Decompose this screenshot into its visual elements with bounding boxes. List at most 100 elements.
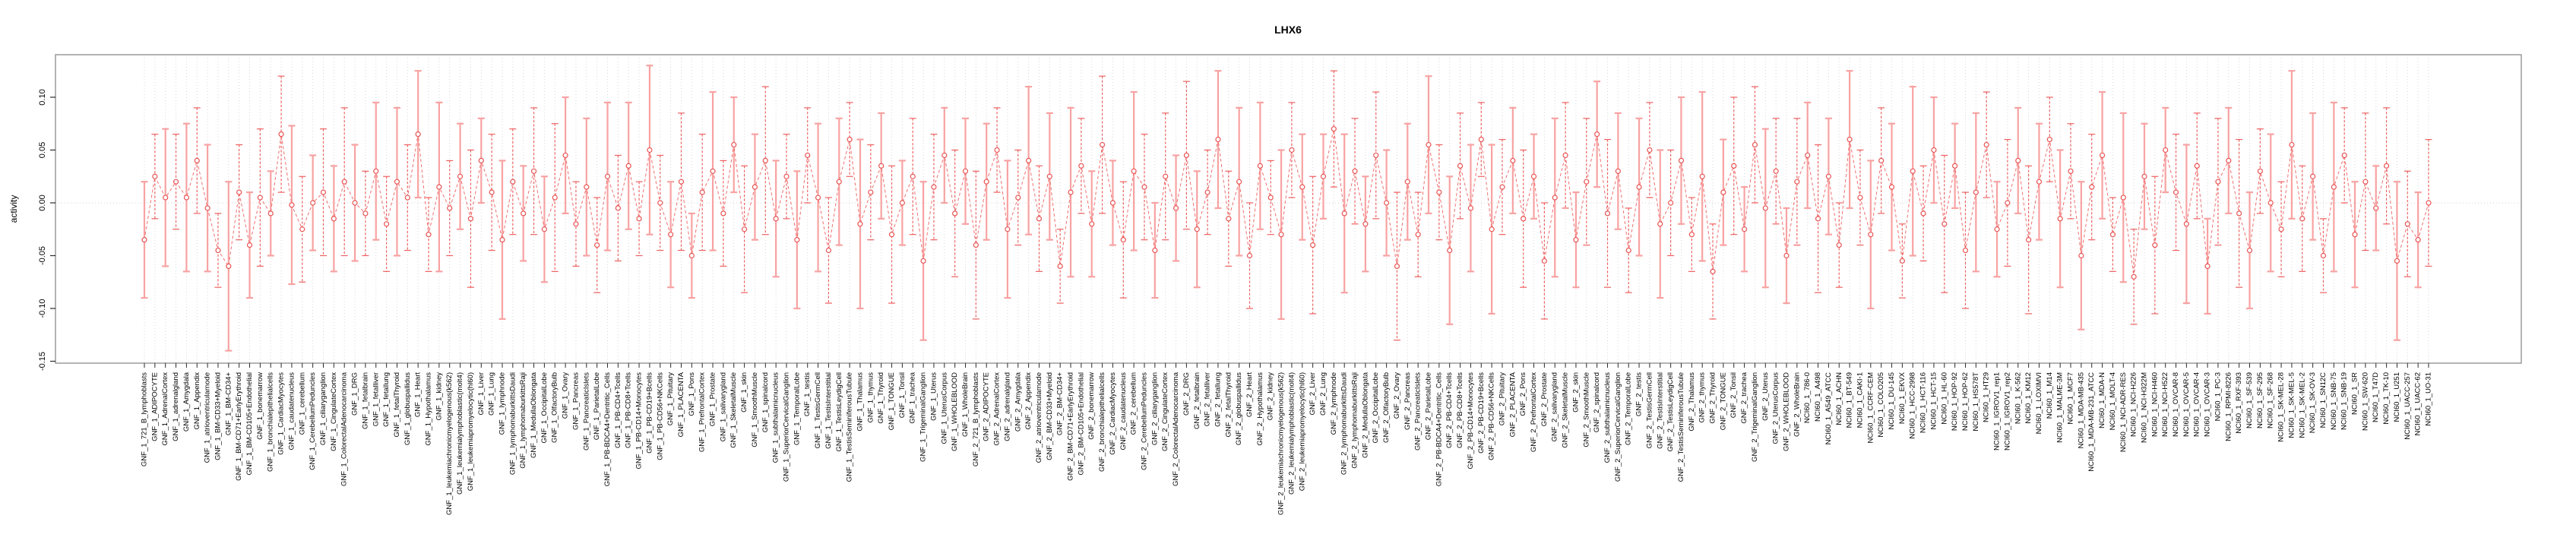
data-point xyxy=(573,221,579,227)
category-tick-label: NCI60_1_SF-268 xyxy=(2267,372,2275,428)
data-point xyxy=(762,157,768,163)
data-point xyxy=(226,263,232,269)
data-point xyxy=(1825,173,1832,179)
data-point xyxy=(1741,226,1748,232)
data-point xyxy=(521,210,527,217)
data-point xyxy=(2362,179,2369,185)
category-tick-label: GNF_1_bronchialepithelialcells xyxy=(267,372,275,472)
category-tick-label: GNF_1_skin xyxy=(740,372,748,413)
category-tick-label: GNF_1_fetalThyroid xyxy=(393,372,401,438)
data-point xyxy=(141,237,147,243)
data-point xyxy=(384,221,390,227)
data-point xyxy=(1352,168,1358,174)
data-point xyxy=(1720,189,1726,195)
data-point xyxy=(1026,157,1032,163)
category-tick-label: GNF_2_UterusCorpus xyxy=(1772,372,1780,444)
category-tick-label: GNF_1_Ovary xyxy=(562,372,570,419)
category-tick-label: GNF_2_fetallung xyxy=(1214,372,1222,427)
data-point xyxy=(299,226,305,232)
category-tick-label: NCI60_1_UACC-62 xyxy=(2414,372,2423,435)
data-point xyxy=(636,216,642,222)
data-point xyxy=(1257,163,1263,169)
data-point xyxy=(1341,210,1347,217)
data-point xyxy=(2246,247,2253,254)
category-tick-label: GNF_2_fetalliver xyxy=(1204,372,1212,426)
data-point xyxy=(2320,252,2327,259)
data-point xyxy=(1625,247,1631,254)
category-tick-label: GNF_1_PB-BDCA4+Dentritic_Cells xyxy=(603,372,612,486)
data-point xyxy=(1415,232,1421,238)
data-point xyxy=(1910,168,1916,174)
data-point xyxy=(878,163,885,169)
data-point xyxy=(731,141,737,148)
category-tick-label: GNF_2_PLACENTA xyxy=(1508,372,1517,437)
category-tick-label: NCI60_1_SK-OV-3 xyxy=(2309,372,2317,433)
data-point xyxy=(794,237,800,243)
data-point xyxy=(373,168,379,174)
data-point xyxy=(1467,205,1474,211)
category-tick-label: GNF_1_PB-CD19+Bcells xyxy=(645,372,653,454)
data-point xyxy=(647,147,653,153)
data-point xyxy=(1172,205,1179,211)
category-tick-label: GNF_2_SkeletalMuscle xyxy=(1562,372,1570,448)
data-point xyxy=(1847,137,1853,143)
category-tick-label: NCI60_1_SF-295 xyxy=(2256,372,2264,428)
data-point xyxy=(1773,168,1779,174)
data-point xyxy=(478,157,484,163)
data-point xyxy=(1447,247,1453,254)
category-tick-label: GNF_2_thymus xyxy=(1698,372,1707,423)
category-tick-label: GNF_2_TestisGermCell xyxy=(1645,372,1654,448)
data-point xyxy=(489,189,495,195)
data-point xyxy=(973,242,979,248)
category-tick-label: NCI60_1_HOP-92 xyxy=(1951,372,1959,431)
data-point xyxy=(1530,173,1537,179)
category-tick-label: GNF_2_TONGUE xyxy=(1719,372,1727,430)
category-tick-label: GNF_1_lymphomaburkittsDaudi xyxy=(508,372,517,475)
data-point xyxy=(1226,216,1232,222)
category-tick-label: NCI60_1_MDA-MB-231_ATCC xyxy=(2087,372,2096,472)
chart-title: LHX6 xyxy=(1274,24,1302,36)
category-tick-label: GNF_1_PLACENTA xyxy=(677,372,685,437)
category-tick-label: GNF_2_PB-CD14+Monocytes xyxy=(1467,372,1475,470)
data-point xyxy=(510,179,516,185)
data-point xyxy=(752,184,758,190)
data-point xyxy=(1699,173,1705,179)
data-point xyxy=(2057,216,2063,222)
data-point xyxy=(1836,242,1842,248)
data-point xyxy=(2099,152,2106,159)
category-tick-label: NCI60_1_CAKI-1 xyxy=(1856,372,1864,428)
category-tick-label: GNF_2_Thyroid xyxy=(1709,372,1717,424)
category-tick-label: NCI60_1_IGROV1_rep1 xyxy=(1993,372,2002,451)
data-point xyxy=(447,205,453,211)
data-point xyxy=(1046,173,1052,179)
data-point xyxy=(194,157,200,163)
data-point xyxy=(426,232,432,238)
data-point xyxy=(2278,226,2284,232)
y-tick-label: -0.10 xyxy=(38,299,47,318)
category-tick-label: GNF_1_leukemiapromyelocytic(hl60) xyxy=(467,372,475,491)
category-tick-label: GNF_2_Hypothalamus xyxy=(1256,372,1264,446)
category-tick-label: GNF_1_WholeBrain xyxy=(961,372,970,437)
data-point xyxy=(2373,205,2379,211)
data-point xyxy=(1141,184,1147,190)
data-point xyxy=(1815,216,1821,222)
category-tick-label: NCI60_1_M14 xyxy=(2046,372,2054,419)
category-tick-label: GNF_1_Pons xyxy=(688,372,696,416)
data-point xyxy=(1310,242,1316,248)
category-tick-label: GNF_1_adrenalgland xyxy=(172,372,180,441)
category-tick-label: GNF_2_Amygdala xyxy=(1014,372,1022,432)
category-tick-label: GNF_2_Ovary xyxy=(1393,372,1401,419)
data-point xyxy=(1320,173,1327,179)
data-point xyxy=(1457,163,1464,169)
category-tick-label: GNF_1_PancreaticIslets xyxy=(582,372,590,451)
category-tick-label: GNF_1_fetallung xyxy=(382,372,391,427)
data-point xyxy=(1783,252,1790,259)
data-point xyxy=(1573,237,1579,243)
category-tick-label: GNF_2_fetalThyroid xyxy=(1224,372,1233,438)
category-tick-label: GNF_1_OlfactoryBulb xyxy=(551,372,559,443)
data-point xyxy=(773,216,779,222)
data-point xyxy=(699,189,705,195)
category-tick-label: NCI60_1_T47D xyxy=(2372,372,2380,422)
category-tick-label: GNF_2_PB-BDCA4+Dentritic_Cells xyxy=(1435,372,1443,486)
category-tick-label: GNF_1_CingulateCortex xyxy=(330,372,338,451)
